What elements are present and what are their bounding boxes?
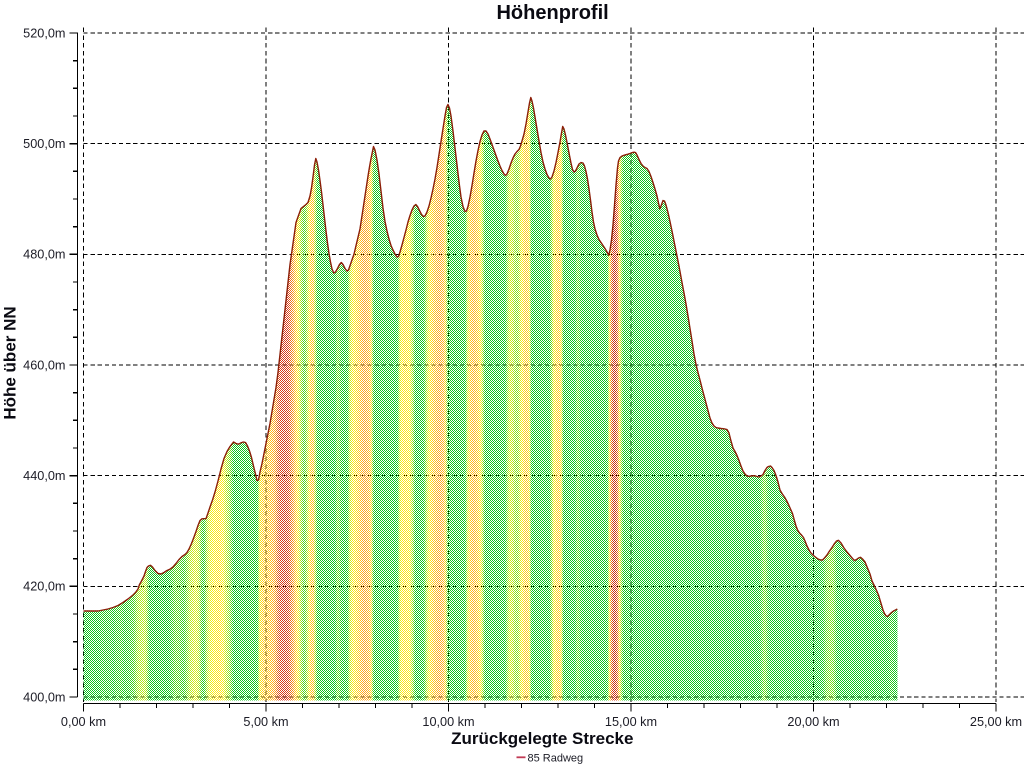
svg-text:420,0m: 420,0m [23, 580, 65, 594]
svg-text:0,00 km: 0,00 km [61, 715, 106, 729]
svg-text:85 Radweg: 85 Radweg [528, 752, 584, 764]
svg-text:Höhe über NN: Höhe über NN [1, 306, 20, 419]
svg-text:520,0m: 520,0m [23, 26, 65, 40]
svg-text:400,0m: 400,0m [23, 690, 65, 704]
svg-text:480,0m: 480,0m [23, 248, 65, 262]
svg-text:460,0m: 460,0m [23, 358, 65, 372]
svg-text:Höhenprofil: Höhenprofil [496, 2, 608, 24]
svg-text:440,0m: 440,0m [23, 469, 65, 483]
svg-text:Zurückgelegte Strecke: Zurückgelegte Strecke [451, 729, 633, 748]
svg-text:5,00 km: 5,00 km [243, 715, 288, 729]
svg-text:25,00 km: 25,00 km [970, 715, 1022, 729]
svg-text:10,00 km: 10,00 km [422, 715, 474, 729]
svg-text:20,00 km: 20,00 km [787, 715, 839, 729]
svg-text:15,00 km: 15,00 km [605, 715, 657, 729]
svg-text:500,0m: 500,0m [23, 137, 65, 151]
